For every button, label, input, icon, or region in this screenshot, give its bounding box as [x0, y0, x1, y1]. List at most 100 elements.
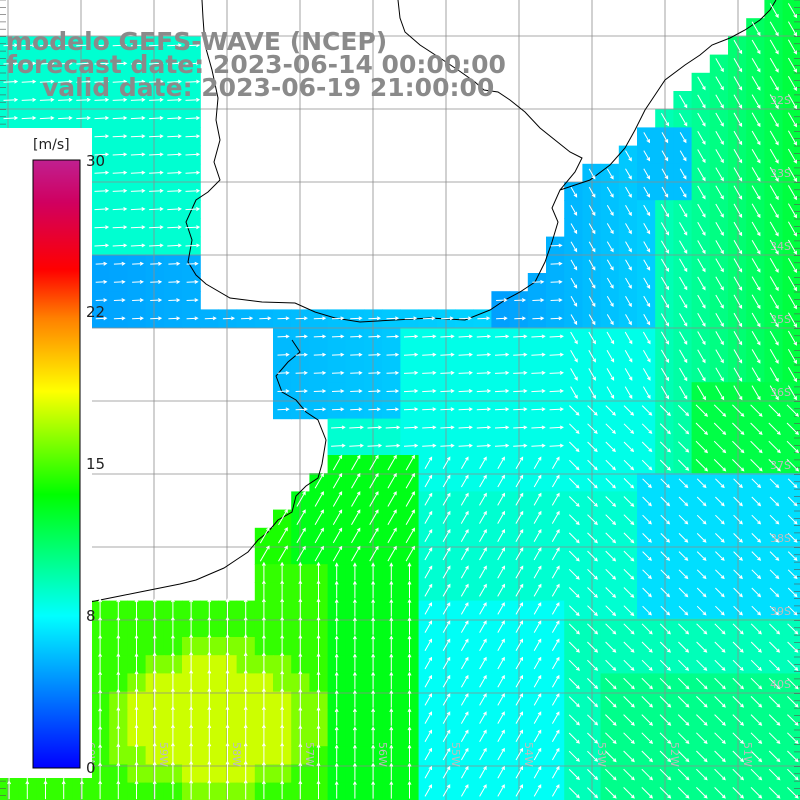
wind-arrow: [750, 422, 763, 436]
wind-arrow: [76, 116, 91, 121]
wind-arrow: [660, 551, 671, 561]
wind-arrow: [371, 653, 376, 672]
wind-arrow: [750, 677, 763, 690]
wind-arrow: [389, 726, 394, 744]
wind-arrow: [733, 276, 743, 291]
wind-arrow: [403, 443, 419, 448]
wind-arrow: [422, 370, 437, 375]
wind-arrow: [587, 459, 598, 471]
wind-arrow: [769, 167, 779, 182]
wind-arrow: [787, 605, 798, 616]
wind-arrow: [369, 472, 379, 489]
wind-arrow: [679, 150, 687, 162]
wind-arrow: [751, 551, 762, 561]
wind-arrow: [533, 747, 542, 761]
wind-arrow: [623, 768, 635, 781]
wind-arrow: [280, 579, 285, 599]
wind-arrow: [587, 732, 599, 744]
wind-arrow: [551, 565, 560, 579]
wind-arrow: [424, 510, 433, 524]
wind-arrow: [314, 472, 324, 489]
wind-arrow: [568, 550, 580, 562]
wind-arrow: [787, 348, 797, 365]
wind-arrow: [167, 79, 182, 84]
wind-arrow: [733, 496, 743, 507]
wind-arrow: [476, 352, 492, 357]
wind-arrow: [458, 425, 473, 430]
wind-arrow: [332, 545, 343, 562]
wind-arrow: [479, 620, 487, 633]
wind-arrow: [732, 787, 745, 799]
wind-arrow: [715, 58, 724, 73]
wind-arrow: [170, 742, 175, 764]
wind-arrow: [442, 583, 451, 597]
wind-arrow: [295, 370, 308, 375]
wind-arrow: [185, 225, 201, 230]
wind-arrow: [549, 425, 564, 430]
wind-arrow: [605, 550, 617, 562]
wind-arrow: [569, 478, 580, 489]
wind-arrow: [134, 743, 139, 764]
wind-arrow: [170, 724, 175, 746]
wind-arrow: [130, 116, 146, 121]
wind-arrow: [39, 61, 55, 66]
wind-arrow: [787, 659, 799, 671]
wind-arrow: [551, 620, 560, 633]
wind-arrow: [641, 405, 653, 416]
wind-arrow: [313, 316, 327, 321]
wind-arrow: [679, 94, 688, 109]
wind-arrow: [787, 696, 799, 708]
wind-arrow: [696, 677, 708, 690]
wind-arrow: [134, 616, 139, 636]
wind-arrow: [643, 132, 651, 144]
wind-arrow: [714, 768, 726, 781]
wind-arrow: [570, 277, 578, 289]
wind-arrow: [352, 562, 357, 581]
wind-arrow: [732, 459, 745, 472]
wind-arrow: [186, 298, 199, 303]
wind-arrow: [298, 761, 303, 781]
wind-arrow: [679, 112, 688, 127]
wind-arrow: [642, 386, 651, 400]
wind-arrow: [606, 168, 614, 180]
wind-arrow: [479, 729, 487, 743]
colorbar-tick-15: 15: [86, 455, 105, 473]
wind-arrow: [422, 334, 437, 339]
wind-arrow: [98, 598, 103, 618]
wind-arrow: [787, 130, 797, 146]
colorbar-scale: [32, 159, 81, 769]
wind-arrow: [261, 616, 266, 636]
wind-arrow: [623, 441, 635, 453]
wind-arrow: [460, 583, 469, 597]
wind-arrow: [422, 352, 437, 357]
wind-arrow: [551, 693, 560, 706]
wind-arrow: [587, 532, 598, 544]
wind-arrow: [280, 670, 285, 691]
wind-arrow: [407, 562, 412, 581]
wind-arrow: [588, 349, 596, 363]
wind-arrow: [570, 386, 578, 400]
wind-arrow: [533, 474, 542, 488]
wind-arrow: [440, 425, 455, 430]
wind-arrow: [389, 616, 394, 635]
wind-arrow: [352, 762, 357, 781]
wind-arrow: [422, 407, 437, 412]
wind-arrow: [476, 370, 492, 375]
wind-arrow: [606, 295, 614, 307]
wind-arrow: [568, 750, 580, 762]
wind-arrow: [605, 623, 617, 635]
wind-arrow: [678, 659, 690, 671]
wind-arrow: [334, 598, 339, 617]
wind-arrow: [587, 678, 599, 690]
wind-arrow: [769, 641, 781, 653]
wind-arrow: [515, 620, 523, 633]
wind-arrow: [316, 688, 321, 709]
wind-arrow: [768, 714, 781, 726]
wind-arrow: [112, 43, 128, 48]
wind-arrow: [350, 316, 363, 321]
wind-arrow: [3, 61, 19, 66]
wind-arrow: [130, 134, 146, 139]
wind-arrow: [225, 779, 230, 800]
wind-arrow: [587, 623, 599, 635]
